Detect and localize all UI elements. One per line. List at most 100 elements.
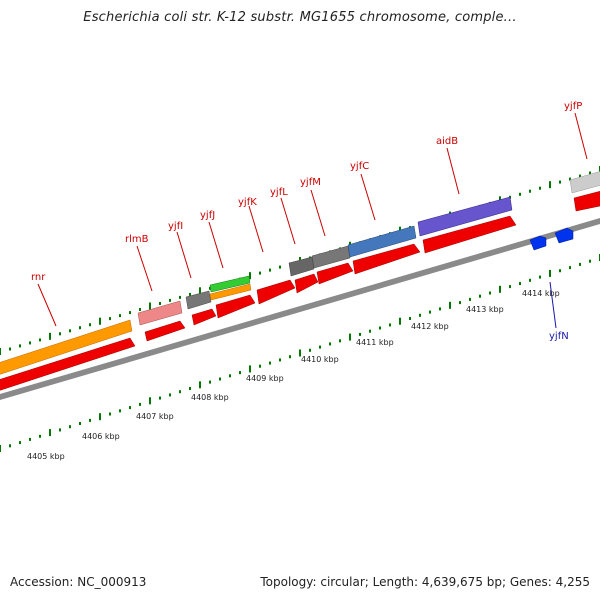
kbp-label-4406: 4406 kbp [82,432,120,441]
gene-yjfJ[interactable] [209,275,251,293]
gene-yjfP[interactable] [569,170,600,194]
lower-tick [329,342,331,346]
lower-tick [89,418,91,422]
kbp-label-4414: 4414 kbp [522,289,560,298]
accession-label: Accession: NC_000913 [10,575,147,589]
lower-tick [339,339,341,343]
upper-tick [559,180,561,184]
lower-tick [539,275,541,279]
kbp-label-4410: 4410 kbp [301,355,339,364]
gene-label-aidB: aidB [436,136,458,147]
kbp-label-4413: 4413 kbp [466,305,504,314]
upper-tick [89,323,91,327]
cds-yjfL[interactable] [294,273,319,294]
upper-tick [519,192,521,196]
lower-tick [279,358,281,362]
gene-label-rlmB: rlmB [125,234,149,245]
lower-tick [219,377,221,381]
leader-yjfP [574,112,588,160]
upper-tick [59,332,61,336]
upper-tick [109,317,111,321]
leader-yjfI [176,231,192,279]
upper-tick [99,317,101,325]
upper-tick [529,189,531,193]
lower-tick [399,317,401,325]
lower-tick [469,297,471,301]
cds-yjfP[interactable] [573,190,600,212]
gene-label-yjfP: yjfP [564,101,582,112]
upper-tick [149,302,151,310]
lower-tick [389,323,391,327]
gene-yjfJ-2[interactable] [209,283,252,301]
gene-yjfM[interactable] [311,245,351,269]
lower-tick [0,445,1,452]
lower-tick [109,412,111,416]
upper-tick [79,326,81,330]
lower-tick [489,291,491,295]
lower-tick [139,402,141,406]
lower-tick [579,262,581,266]
upper-tick [549,181,551,189]
lower-tick [159,396,161,400]
cds-rlmB[interactable] [144,320,186,342]
lower-tick [569,266,571,270]
genome-backbone [0,218,600,400]
upper-tick [139,308,141,311]
cds-yjfI[interactable] [191,308,217,326]
lower-tick [59,428,61,432]
lower-tick [479,294,481,298]
lower-tick [529,278,531,282]
gene-label-yjfJ: yjfJ [200,210,215,221]
leader-yjfL [280,197,296,245]
lower-tick [79,422,81,425]
lower-tick [19,441,21,445]
lower-tick [119,409,121,413]
leader-yjfN [549,281,557,329]
topology-stats: Topology: circular; Length: 4,639,675 bp… [260,575,590,589]
gene-aidB[interactable] [417,196,513,237]
lower-tick [349,333,351,341]
cds-yjfM[interactable] [316,262,354,285]
lower-tick [589,259,591,263]
lower-tick [499,285,501,293]
upper-tick [189,292,191,296]
upper-tick [589,171,591,175]
cds-yjfK[interactable] [256,279,296,305]
cds-reverse-2[interactable] [554,227,574,244]
gene-label-yjfN: yjfN [549,331,569,342]
upper-tick [179,295,181,299]
upper-tick [259,271,261,275]
lower-tick [509,285,511,289]
kbp-label-4405: 4405 kbp [27,452,65,461]
upper-tick [69,329,71,333]
lower-tick [229,374,231,378]
lower-tick [559,269,561,273]
cds-aidB[interactable] [422,215,517,254]
lower-tick [459,301,461,305]
lower-tick [29,437,31,441]
lower-tick [419,313,421,317]
gene-label-yjfL: yjfL [270,187,288,198]
kbp-label-4409: 4409 kbp [246,374,284,383]
upper-tick [9,347,11,351]
lower-tick [289,355,291,359]
leader-yjfC [360,173,376,221]
gene-yjfI[interactable] [185,290,212,310]
upper-tick [119,314,121,318]
upper-tick [49,332,51,340]
cds-reverse-1[interactable] [529,235,547,251]
kbp-label-4411: 4411 kbp [356,338,394,347]
cds-yjfC[interactable] [352,243,421,275]
gene-yjfC[interactable] [347,225,417,258]
gene-yjfL[interactable] [288,256,315,277]
leader-rlmB [136,245,153,292]
lower-tick [409,317,411,320]
upper-tick [279,265,281,269]
lower-tick [69,425,71,429]
gene-rnr[interactable] [0,319,133,376]
cds-yjfJ[interactable] [215,294,256,319]
leader-yjfK [248,205,264,253]
upper-tick [199,287,201,295]
cds-rnr[interactable] [0,337,136,392]
gene-rlmB[interactable] [137,300,183,326]
